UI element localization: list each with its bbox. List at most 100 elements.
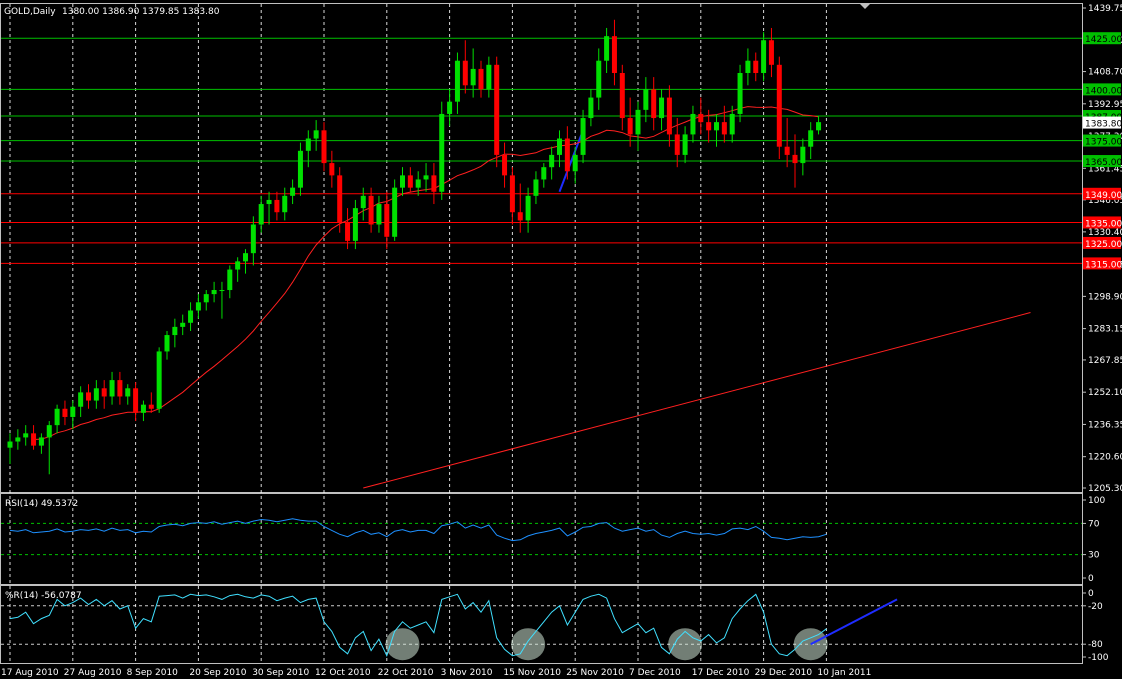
candle-body (188, 310, 194, 323)
candle-body (800, 146, 806, 164)
candle-body (533, 179, 539, 196)
price-tick-label: 1252.10 (1088, 388, 1122, 398)
horizontal-levels (1, 37, 1082, 264)
candle-body (195, 302, 201, 311)
candle-body (580, 118, 586, 155)
price-tick-label: 1283.15 (1088, 325, 1122, 335)
candle-body (572, 154, 578, 172)
candle-body (564, 138, 570, 172)
candle-body (486, 64, 492, 90)
price-level-badge (1083, 32, 1121, 45)
candle-body (329, 163, 335, 176)
rsi-tick-label: 70 (1088, 519, 1100, 529)
price-tick-label: 1346.05 (1088, 196, 1122, 206)
candle-body (250, 224, 256, 254)
price-tick-label: 1298.90 (1088, 292, 1122, 302)
candle-body (470, 68, 476, 86)
candle-body (7, 441, 13, 448)
price-panel-frame (0, 3, 1083, 493)
candle-body (431, 175, 437, 192)
candle-body (23, 433, 29, 438)
candle-body (345, 222, 351, 241)
candle-body (549, 154, 555, 168)
rsi-title: RSI(14) 49.5372 (5, 499, 78, 509)
price-tick-label: 1236.35 (1088, 420, 1122, 430)
candle-body (541, 167, 547, 180)
price-level-label: 1400.00 (1085, 86, 1122, 96)
date-tick-label: 30 Sep 2010 (252, 668, 309, 678)
date-tick-label: 7 Dec 2010 (629, 668, 681, 678)
oversold-highlight-circle (511, 628, 546, 661)
candle-body (619, 73, 625, 119)
candle-body (148, 404, 154, 409)
candle-body (38, 437, 44, 446)
candle-body (784, 146, 790, 155)
candle-body (243, 253, 248, 262)
date-axis: 17 Aug 2010 27 Aug 2010 8 Sep 2010 20 Sep 2… (1, 668, 871, 678)
candle-body (557, 138, 562, 155)
price-level-badge (1083, 83, 1121, 96)
candle-body (509, 175, 515, 213)
candle-body (635, 109, 641, 135)
level-labels: 1425.001400.001387.001375.001365.001349.… (1083, 32, 1122, 270)
candle-body (674, 134, 680, 155)
candle-body (816, 122, 822, 131)
candle-body (46, 425, 52, 438)
date-tick-label: 17 Dec 2010 (692, 668, 750, 678)
wpr-tick-label: -100 (1088, 653, 1109, 663)
candle-body (494, 64, 500, 155)
candle-body (808, 130, 814, 147)
candle-body (266, 199, 272, 205)
candle-body (360, 195, 366, 209)
date-tick-label: 12 Oct 2010 (315, 668, 371, 678)
candle-body (203, 294, 209, 303)
wpr-panel-frame (0, 585, 1083, 664)
candle-body (596, 60, 602, 98)
candle-body (274, 199, 280, 213)
candle-body (792, 154, 798, 164)
price-level-label: 1335.00 (1085, 219, 1122, 229)
candle-body (376, 204, 382, 225)
candle-body (258, 204, 264, 225)
current-price-label: 1383.80 (1085, 120, 1122, 130)
wpr-line (9, 593, 827, 658)
date-tick-label: 8 Sep 2010 (127, 668, 179, 678)
candle-body (140, 404, 146, 413)
candle-body (164, 335, 170, 352)
price-level-label: 1325.00 (1085, 240, 1122, 250)
candle-body (321, 130, 327, 164)
rsi-tick-label: 100 (1088, 496, 1105, 506)
date-tick-label: 29 Dec 2010 (755, 668, 813, 678)
candle-body (439, 113, 445, 192)
candle-body (478, 68, 484, 90)
wpr-tick-label: -20 (1088, 602, 1103, 612)
candle-body (627, 118, 633, 135)
candle-body (776, 64, 782, 147)
candle-body (407, 175, 413, 188)
price-tick-label: 1267.85 (1088, 356, 1122, 366)
price-level-label: 1375.00 (1085, 138, 1122, 148)
chart-symbol: GOLD,Daily (4, 7, 56, 17)
trendline-group (363, 129, 1031, 489)
price-level-badge (1083, 257, 1121, 270)
candle-body (392, 187, 398, 237)
candle-body (156, 351, 162, 409)
candle-body (93, 388, 99, 401)
scroll-marker-icon[interactable] (860, 4, 870, 9)
candle-body (337, 175, 343, 223)
price-level-badge (1083, 155, 1121, 168)
date-tick-label: 25 Nov 2010 (566, 668, 624, 678)
candle-body (109, 380, 115, 397)
candle-body (70, 406, 76, 417)
candle-body (729, 113, 735, 135)
candle-body (737, 73, 743, 114)
chart-ohlc: 1380.00 1386.90 1379.85 1383.80 (62, 7, 220, 17)
candle-body (768, 40, 774, 65)
candle-body (180, 322, 186, 327)
candle-body (172, 326, 178, 336)
price-level-badge (1083, 134, 1121, 147)
candle-body (54, 408, 60, 426)
price-tick-label: 1330.40 (1088, 228, 1122, 238)
wpr-blue-trendline (810, 598, 898, 646)
